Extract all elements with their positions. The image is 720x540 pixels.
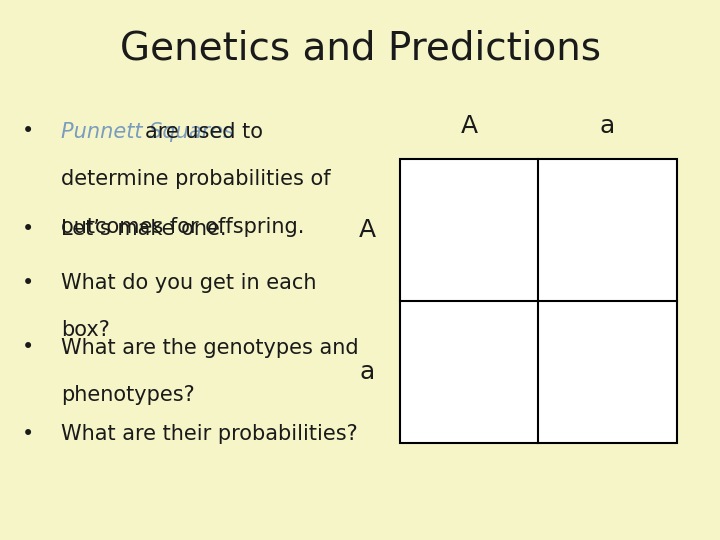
Text: a: a — [359, 360, 375, 384]
Text: •: • — [22, 424, 34, 444]
Text: outcomes for offspring.: outcomes for offspring. — [61, 217, 305, 237]
Text: Genetics and Predictions: Genetics and Predictions — [120, 30, 600, 68]
Text: Let’s make one.: Let’s make one. — [61, 219, 227, 239]
Text: •: • — [22, 122, 34, 141]
Text: determine probabilities of: determine probabilities of — [61, 169, 330, 189]
Text: •: • — [22, 219, 34, 239]
Text: phenotypes?: phenotypes? — [61, 385, 195, 405]
Text: •: • — [22, 273, 34, 293]
Text: •: • — [22, 338, 34, 357]
Text: What do you get in each: What do you get in each — [61, 273, 317, 293]
Text: A: A — [460, 114, 477, 138]
Text: box?: box? — [61, 320, 110, 340]
Text: are used to: are used to — [145, 122, 264, 141]
Text: A: A — [359, 218, 376, 242]
Bar — [400, 159, 677, 443]
Text: What are the genotypes and: What are the genotypes and — [61, 338, 359, 357]
Text: a: a — [600, 114, 615, 138]
Text: Punnett Squares: Punnett Squares — [61, 122, 240, 141]
Text: What are their probabilities?: What are their probabilities? — [61, 424, 358, 444]
